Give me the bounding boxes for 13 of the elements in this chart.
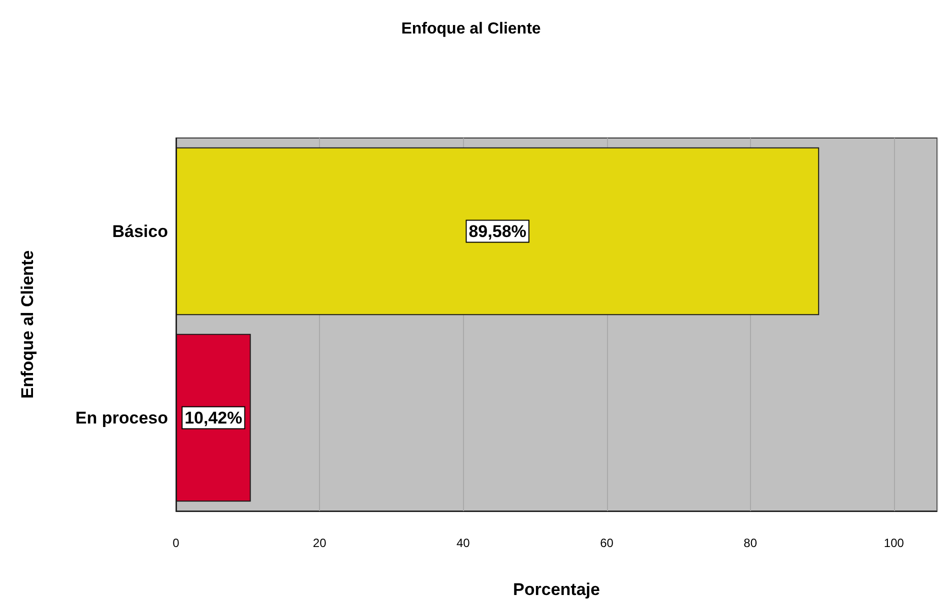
y-tick-label: Básico bbox=[112, 222, 168, 241]
x-tick-label: 80 bbox=[744, 536, 758, 550]
x-tick-label: 100 bbox=[884, 536, 904, 550]
x-axis-title: Porcentaje bbox=[513, 580, 600, 599]
y-axis-title: Enfoque al Cliente bbox=[18, 250, 37, 399]
x-tick-label: 0 bbox=[172, 536, 180, 550]
x-tick-label: 20 bbox=[312, 536, 327, 550]
x-tick-label: 40 bbox=[456, 536, 470, 550]
data-label: 10,42% bbox=[184, 408, 242, 428]
chart-title: Enfoque al Cliente bbox=[401, 20, 541, 38]
data-label: 89,58% bbox=[468, 222, 526, 241]
y-tick-label: En proceso bbox=[75, 408, 168, 428]
x-tick-label: 60 bbox=[600, 536, 614, 550]
